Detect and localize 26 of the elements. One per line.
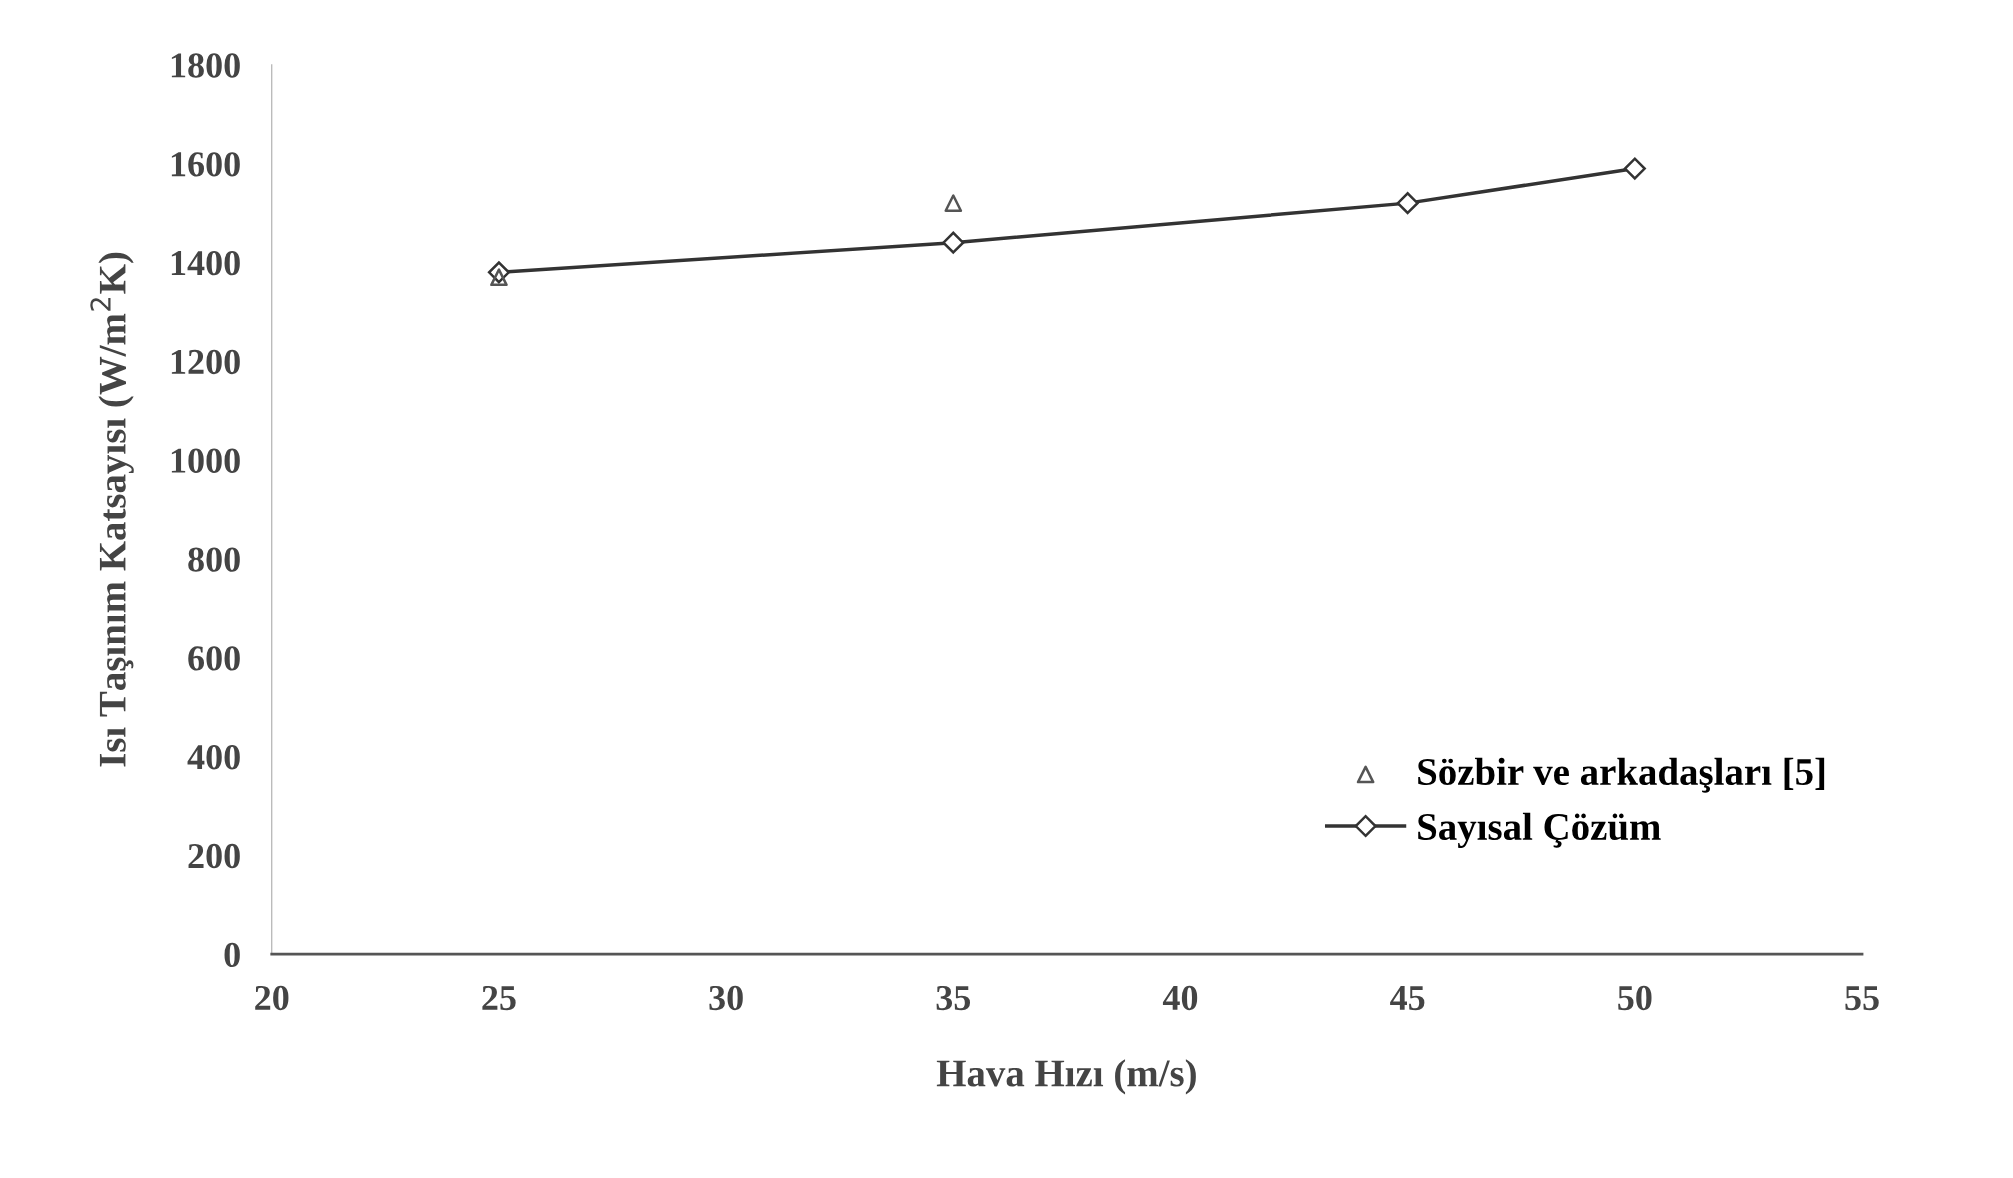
x-tick-label: 30 (709, 985, 743, 1011)
x-tick-label: 50 (1618, 985, 1652, 1011)
x-tick-label: 35 (936, 985, 971, 1011)
x-tick-label: 40 (1162, 985, 1198, 1011)
x-axis-title: Hava Hızı (m/s) (936, 1059, 1196, 1095)
y-tick-label: 1000 (171, 448, 240, 473)
legend-label: Sayısal Çözüm (1418, 812, 1661, 849)
point (942, 231, 965, 254)
point (1396, 192, 1419, 215)
y-tick-label: 400 (187, 745, 240, 770)
y-tick-label: 1200 (171, 349, 240, 375)
y-tick-label: 1400 (171, 250, 240, 276)
x-tick-label: 55 (1845, 986, 1879, 1011)
point (944, 194, 963, 212)
y-tick-label: 800 (188, 547, 240, 572)
x-tick-label: 25 (482, 985, 516, 1011)
y-tick-label: 1800 (171, 53, 240, 78)
x-tick-label: 20 (255, 985, 289, 1011)
y-tick-label: 1600 (171, 152, 240, 177)
legend-label: Sözbir ve arkadaşları [5] (1418, 757, 1825, 793)
x-tick-label: 45 (1390, 986, 1425, 1011)
y-tick-label: 0 (224, 942, 240, 968)
y-tick-label: 600 (188, 646, 240, 671)
point (1623, 157, 1646, 180)
y-tick-label: 200 (188, 843, 240, 869)
y-axis-title: Isı Taşınım Katsayısı (W/m$^{2}$K) (90, 252, 134, 767)
